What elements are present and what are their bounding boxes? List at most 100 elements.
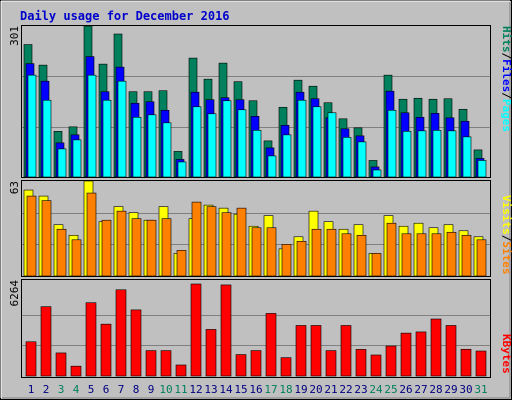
pages-bar-day-6 — [102, 99, 112, 178]
legend-middle-part-0: Visits — [500, 195, 512, 235]
chart-title: Daily usage for December 2016 — [20, 9, 230, 23]
kbytes-bar-day-22 — [340, 325, 352, 377]
day-label-22: 22 — [339, 383, 352, 396]
kbytes-bar-day-29 — [445, 325, 457, 377]
kbytes-bar-day-17 — [265, 313, 277, 377]
pages-bar-day-16 — [252, 130, 262, 178]
kbytes-bar-day-20 — [310, 325, 322, 377]
pages-bar-day-26 — [402, 131, 412, 178]
sites-bar-day-17 — [266, 227, 277, 277]
kbytes-bar-day-9 — [145, 350, 157, 377]
kbytes-bar-day-21 — [325, 350, 337, 377]
day-label-17: 17 — [264, 383, 277, 396]
sites-bar-day-26 — [401, 233, 412, 277]
day-label-7: 7 — [118, 383, 125, 396]
sites-bar-day-4 — [71, 239, 82, 277]
day-label-20: 20 — [309, 383, 322, 396]
pages-bar-day-3 — [57, 148, 67, 178]
kbytes-bar-day-25 — [385, 345, 397, 377]
kbytes-bar-day-27 — [415, 331, 427, 377]
kbytes-bar-day-7 — [115, 289, 127, 377]
legend-middle-part-2: Sites — [500, 241, 512, 274]
sites-bar-day-2 — [41, 200, 52, 277]
sites-bar-day-10 — [161, 218, 172, 277]
sites-bar-day-22 — [341, 233, 352, 277]
day-label-28: 28 — [429, 383, 442, 396]
day-label-8: 8 — [133, 383, 140, 396]
sites-bar-day-20 — [311, 228, 322, 277]
day-label-31: 31 — [474, 383, 487, 396]
sites-bar-day-13 — [206, 206, 217, 277]
sites-bar-day-27 — [416, 233, 427, 277]
pages-bar-day-25 — [387, 109, 397, 178]
legend-middle-part-1: / — [500, 235, 512, 242]
kbytes-bar-day-10 — [160, 350, 172, 377]
day-label-26: 26 — [399, 383, 412, 396]
bars-kbytes — [22, 283, 490, 377]
pages-bar-day-12 — [192, 106, 202, 178]
day-label-13: 13 — [204, 383, 217, 396]
kbytes-bar-day-5 — [85, 302, 97, 377]
pages-bar-day-4 — [72, 139, 82, 178]
legend-top-part-2: Files — [500, 59, 512, 92]
pages-bar-day-30 — [462, 136, 472, 178]
legend-kbytes: KBytes — [500, 334, 512, 374]
day-label-5: 5 — [88, 383, 95, 396]
day-label-25: 25 — [384, 383, 397, 396]
day-label-24: 24 — [369, 383, 383, 396]
sites-bar-day-18 — [281, 244, 292, 277]
kbytes-bar-day-13 — [205, 329, 217, 377]
day-label-1: 1 — [28, 383, 35, 396]
pages-bar-day-27 — [417, 130, 427, 178]
day-label-21: 21 — [324, 383, 337, 396]
pages-bar-day-17 — [267, 155, 277, 178]
day-label-19: 19 — [294, 383, 307, 396]
pages-bar-day-14 — [222, 100, 232, 178]
kbytes-bar-day-31 — [475, 350, 487, 377]
kbytes-bar-day-11 — [175, 364, 187, 377]
kbytes-bar-day-18 — [280, 357, 292, 377]
pages-bar-day-18 — [282, 134, 292, 178]
legend-bottom-part-0: KBytes — [500, 334, 512, 374]
day-label-11: 11 — [174, 383, 187, 396]
sites-bar-day-23 — [356, 234, 367, 277]
pages-bar-day-8 — [132, 117, 142, 178]
pages-bar-day-29 — [447, 130, 457, 178]
sites-bar-day-11 — [176, 250, 187, 277]
day-label-27: 27 — [414, 383, 427, 396]
sites-bar-day-24 — [371, 253, 382, 277]
sites-bar-day-5 — [86, 192, 97, 277]
kbytes-bar-day-12 — [190, 283, 202, 377]
pages-bar-day-1 — [27, 74, 37, 178]
day-label-16: 16 — [249, 383, 262, 396]
top-axis-max-label: 301 — [8, 26, 21, 46]
pages-bar-day-7 — [117, 80, 127, 178]
bars-visits-sites — [22, 180, 490, 277]
sites-bar-day-12 — [191, 201, 202, 277]
sites-bar-day-14 — [221, 212, 232, 277]
kbytes-bar-day-24 — [370, 354, 382, 377]
kbytes-bar-day-23 — [355, 349, 367, 377]
day-label-2: 2 — [43, 383, 50, 396]
kbytes-bar-day-30 — [460, 348, 472, 377]
sites-bar-day-16 — [251, 227, 262, 277]
kbytes-bar-day-14 — [220, 284, 232, 377]
sites-bar-day-30 — [461, 234, 472, 277]
kbytes-bar-day-16 — [250, 350, 262, 377]
sites-bar-day-7 — [116, 210, 127, 277]
pages-bar-day-22 — [342, 137, 352, 178]
day-label-23: 23 — [354, 383, 367, 396]
day-label-6: 6 — [103, 383, 110, 396]
day-label-15: 15 — [234, 383, 247, 396]
bottom-axis-max-label: 6264 — [8, 280, 21, 307]
pages-bar-day-9 — [147, 114, 157, 178]
pages-bar-day-20 — [312, 106, 322, 178]
kbytes-bar-day-3 — [55, 352, 67, 377]
sites-bar-day-3 — [56, 228, 67, 277]
legend-top-part-4: Pages — [500, 99, 512, 132]
day-label-30: 30 — [459, 383, 472, 396]
kbytes-bar-day-1 — [25, 341, 37, 377]
pages-bar-day-31 — [477, 160, 487, 178]
legend-top-part-1: / — [500, 53, 512, 60]
